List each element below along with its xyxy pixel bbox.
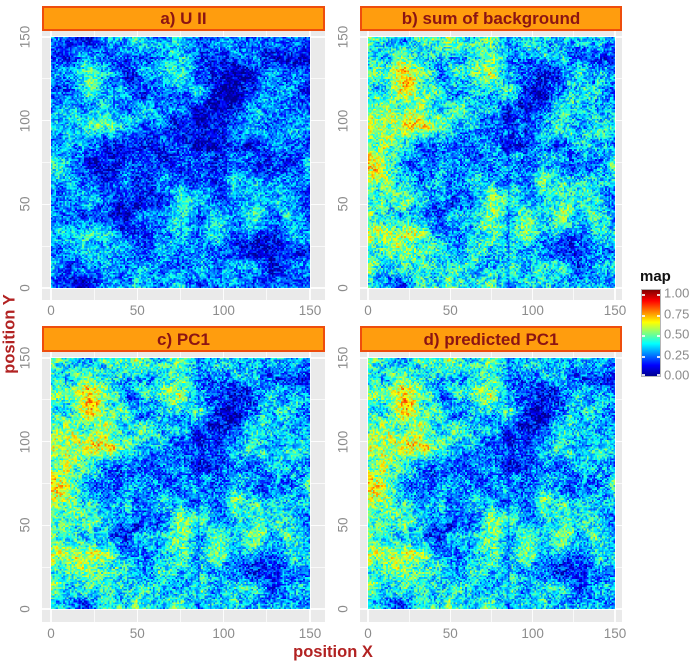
grid-line: [50, 31, 52, 300]
y-tick-label: 100: [335, 430, 351, 453]
facet-strip-b: b) sum of background: [360, 6, 622, 31]
x-tick-label: 100: [212, 626, 235, 641]
colorbar-tick: [642, 374, 645, 376]
x-tick-label: 150: [298, 626, 322, 641]
legend-tick-label: 0.50: [664, 326, 690, 342]
y-tick-label: 50: [335, 517, 351, 533]
y-tick-label: 0: [17, 605, 33, 613]
facet-strip-b-label: b) sum of background: [401, 9, 581, 28]
colorbar-tick: [642, 314, 645, 317]
y-tick-label: 50: [17, 196, 33, 212]
legend-tick-label: 1.00: [664, 285, 690, 301]
grid-line: [360, 36, 622, 38]
x-tick-label: 0: [364, 626, 372, 641]
plot-area-c: [42, 352, 325, 622]
y-tick-label: 50: [17, 517, 33, 533]
grid-line: [367, 31, 369, 300]
x-tick-label: 50: [129, 626, 145, 641]
x-tick-labels-c: 0 50 100 150: [47, 626, 321, 642]
colorbar-tick: [657, 355, 660, 358]
heatmap-d: [368, 358, 615, 609]
x-tick-labels-a: 0 50 100 150: [47, 303, 321, 319]
plot-area-d: [360, 352, 622, 622]
facet-strip-c-label: c) PC1: [157, 329, 210, 349]
grid-line: [50, 352, 52, 622]
y-tick-label: 0: [17, 284, 33, 292]
colorbar-tick: [657, 374, 660, 376]
y-tick-label: 100: [17, 109, 33, 132]
y-tick-labels-d: 150 100 50 0: [334, 347, 352, 613]
legend-tick-label: 0.75: [664, 306, 690, 321]
x-tick-labels-d: 0 50 100 150: [364, 626, 626, 642]
y-tick-label: 100: [17, 430, 33, 453]
grid-line: [360, 357, 622, 359]
plot-area-a: [42, 31, 325, 300]
legend-tick-label: 0.25: [664, 347, 690, 362]
x-tick-label: 100: [521, 626, 544, 641]
x-tick-label: 100: [521, 303, 544, 318]
x-tick-label: 150: [603, 626, 627, 641]
x-tick-label: 50: [442, 626, 458, 641]
heatmap-c: [51, 358, 310, 609]
legend-title: map: [640, 268, 671, 285]
colorbar-legend: map 1.00 0.75 0.50 0.25 0.00: [632, 268, 696, 388]
x-tick-label: 50: [129, 303, 145, 318]
heatmap-b: [368, 37, 615, 288]
x-tick-labels-b: 0 50 100 150: [364, 303, 626, 319]
grid-line: [42, 357, 325, 359]
colorbar-tick: [657, 335, 660, 337]
x-tick-label: 0: [364, 303, 372, 318]
y-tick-label: 150: [17, 346, 33, 370]
x-tick-label: 150: [298, 303, 322, 318]
colorbar-tick: [642, 335, 645, 337]
grid-line: [367, 352, 369, 622]
heatmap-a: [51, 37, 310, 288]
y-tick-label: 50: [335, 196, 351, 212]
y-tick-label: 150: [17, 25, 33, 49]
y-tick-labels-c: 150 100 50 0: [16, 347, 34, 613]
x-tick-label: 150: [603, 303, 627, 318]
y-tick-label: 150: [335, 346, 351, 370]
y-tick-label: 150: [335, 25, 351, 49]
grid-line: [42, 36, 325, 38]
y-tick-label: 100: [335, 109, 351, 132]
plot-area-b: [360, 31, 622, 300]
colorbar-tick: [657, 294, 660, 296]
y-tick-label: 0: [335, 605, 351, 613]
colorbar-tick: [642, 294, 645, 296]
y-tick-label: 0: [335, 284, 351, 292]
colorbar: [641, 289, 661, 377]
x-axis-title: position X: [293, 643, 373, 661]
facet-strip-a: a) U II: [42, 6, 325, 31]
colorbar-tick: [657, 314, 660, 317]
x-tick-label: 0: [47, 626, 55, 641]
y-tick-labels-a: 150 100 50 0: [16, 26, 34, 292]
y-tick-labels-b: 150 100 50 0: [334, 26, 352, 292]
colorbar-tick: [642, 355, 645, 358]
facet-strip-d-label: d) predicted PC1: [423, 329, 559, 349]
x-tick-label: 50: [442, 303, 458, 318]
facet-strip-a-label: a) U II: [160, 9, 207, 28]
x-tick-label: 100: [212, 303, 235, 318]
x-tick-label: 0: [47, 303, 55, 318]
facet-strip-c: c) PC1: [42, 326, 325, 352]
facet-strip-d: d) predicted PC1: [360, 326, 622, 352]
legend-tick-label: 0.00: [664, 367, 690, 383]
